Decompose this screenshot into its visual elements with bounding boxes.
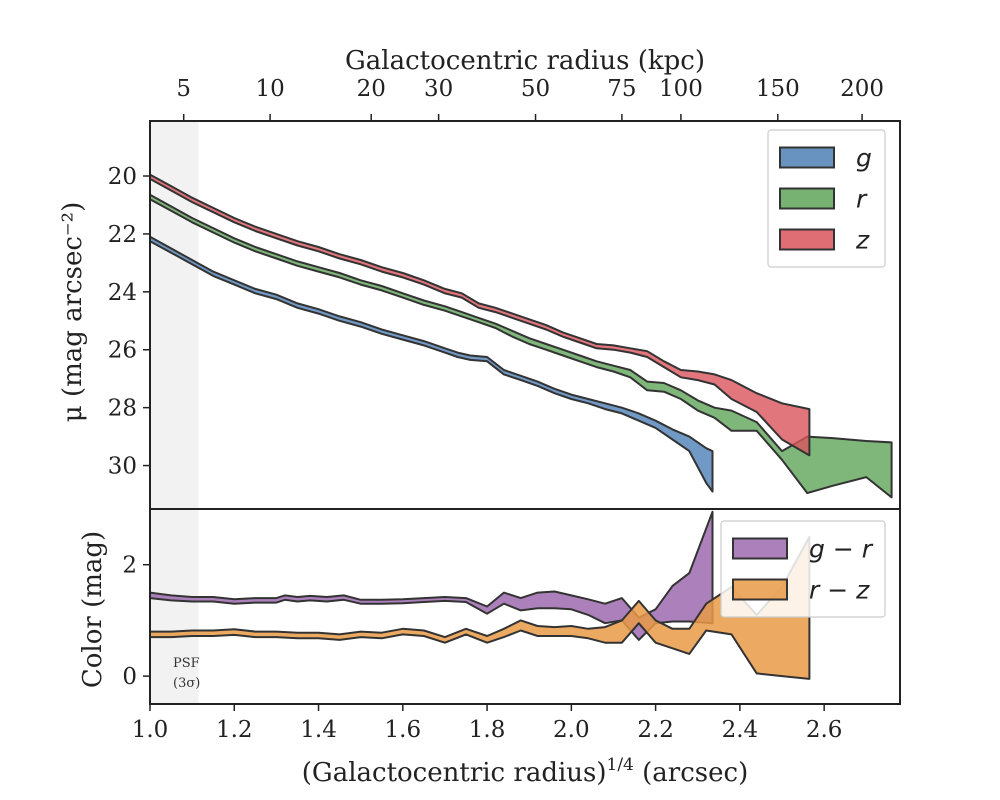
- bottom-x-axis-title: (Galactocentric radius)1/4 (arcsec): [302, 755, 748, 788]
- bottom-x-tick-label: 2.0: [553, 717, 590, 743]
- legend-swatch: [779, 187, 835, 210]
- psf-label-line2: (3σ): [173, 676, 200, 691]
- psf-label-line1: PSF: [173, 656, 200, 671]
- bottom-panel-frame: [149, 508, 901, 705]
- psf-shaded-band-top: [150, 121, 199, 509]
- top-legend: grz: [767, 129, 886, 268]
- bottom-x-tick-label: 1.0: [132, 717, 169, 743]
- legend-label-r: r: [856, 185, 868, 214]
- band-z: [149, 173, 811, 457]
- legend-swatch: [779, 228, 835, 251]
- color-panel: 02 1.0 1.2 1.4 1.6 1.8 2.0 2.2 2.4 2.6 Color (ma…: [78, 508, 901, 788]
- bottom-y-tick-label: 2: [122, 553, 137, 579]
- top-y-axis-ticks: 20 22 24 26 28 30: [108, 164, 150, 480]
- top-x-tick-label: 75: [607, 76, 636, 102]
- color-series: [149, 510, 811, 680]
- bottom-y-axis-ticks: 02: [122, 553, 150, 690]
- top-x-tick-label: 10: [255, 76, 284, 102]
- bottom-y-tick-label: 0: [122, 664, 137, 690]
- legend-swatch: [732, 537, 788, 560]
- x-axis-title-base: (Galactocentric radius): [302, 758, 607, 788]
- bottom-x-tick-label: 1.8: [469, 717, 506, 743]
- bottom-x-tick-label: 1.6: [385, 717, 422, 743]
- top-x-tick-label: 150: [756, 76, 800, 102]
- bottom-x-tick-label: 2.6: [806, 717, 843, 743]
- legend-label-g-r: g − r: [809, 535, 874, 564]
- top-x-tick-label: 5: [176, 76, 191, 102]
- x-axis-title-superscript: 1/4: [607, 755, 634, 775]
- top-y-tick-label: 24: [108, 280, 137, 306]
- top-x-tick-label: 100: [659, 76, 703, 102]
- top-x-axis-title: Galactocentric radius (kpc): [345, 46, 705, 76]
- legend-swatch: [779, 146, 835, 169]
- bottom-y-axis-title: Color (mag): [78, 531, 108, 688]
- top-x-tick-label: 20: [357, 76, 386, 102]
- bottom-x-axis-ticks: 1.0 1.2 1.4 1.6 1.8 2.0 2.2 2.4 2.6: [132, 704, 843, 743]
- bottom-x-tick-label: 2.4: [722, 717, 759, 743]
- top-y-tick-label: 26: [108, 338, 137, 364]
- legend-swatch: [732, 578, 788, 601]
- top-y-tick-label: 30: [108, 454, 137, 480]
- top-y-axis-title: μ (mag arcsec⁻²): [58, 202, 88, 422]
- x-axis-title-unit: (arcsec): [634, 758, 748, 788]
- psf-shaded-band-bottom: [150, 509, 199, 704]
- band-color-r-z: [149, 535, 811, 680]
- top-x-tick-label: 50: [521, 76, 550, 102]
- top-y-tick-label: 20: [108, 164, 137, 190]
- band-r: [149, 193, 893, 499]
- bottom-x-tick-label: 1.4: [300, 717, 337, 743]
- legend-label-g: g: [856, 144, 872, 173]
- bottom-legend: g − r r − z: [720, 520, 886, 618]
- band-g: [149, 235, 714, 493]
- top-y-tick-label: 22: [108, 222, 137, 248]
- top-x-tick-label: 30: [424, 76, 453, 102]
- surface-brightness-series: [149, 173, 893, 499]
- top-y-tick-label: 28: [108, 396, 137, 422]
- surface-brightness-panel: 20 22 24 26 28 30 5 10 20 30 50 75 100 150 200 Galact…: [58, 46, 901, 510]
- bottom-x-tick-label: 1.2: [216, 717, 253, 743]
- top-secondary-x-axis-ticks: 5 10 20 30 50 75 100 150 200: [176, 76, 884, 121]
- legend-label-z: z: [855, 226, 870, 255]
- top-x-tick-label: 200: [840, 76, 884, 102]
- legend-label-r-z: r − z: [809, 576, 870, 605]
- bottom-x-tick-label: 2.2: [637, 717, 674, 743]
